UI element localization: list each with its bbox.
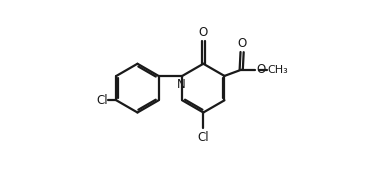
Text: N: N bbox=[177, 78, 186, 91]
Text: O: O bbox=[199, 26, 208, 39]
Text: O: O bbox=[238, 37, 247, 50]
Text: Cl: Cl bbox=[197, 131, 209, 144]
Text: Cl: Cl bbox=[96, 94, 108, 107]
Text: O: O bbox=[256, 63, 265, 76]
Text: CH₃: CH₃ bbox=[267, 65, 288, 75]
